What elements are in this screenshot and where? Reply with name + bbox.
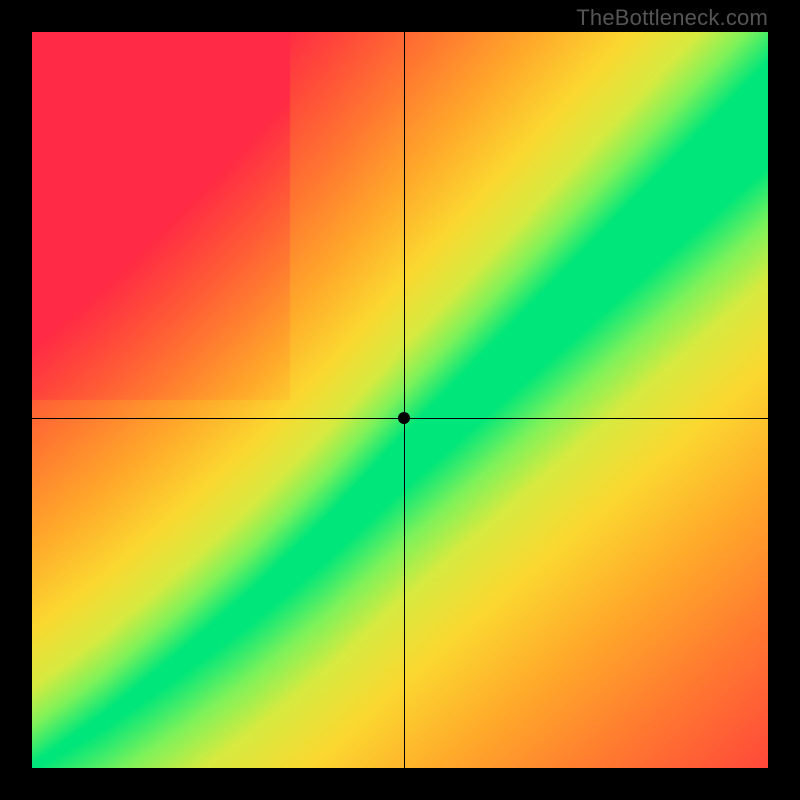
- data-point-marker: [398, 412, 410, 424]
- crosshair-vertical: [404, 32, 405, 768]
- heatmap-canvas: [32, 32, 768, 768]
- watermark-text: TheBottleneck.com: [576, 5, 768, 31]
- chart-frame: TheBottleneck.com: [0, 0, 800, 800]
